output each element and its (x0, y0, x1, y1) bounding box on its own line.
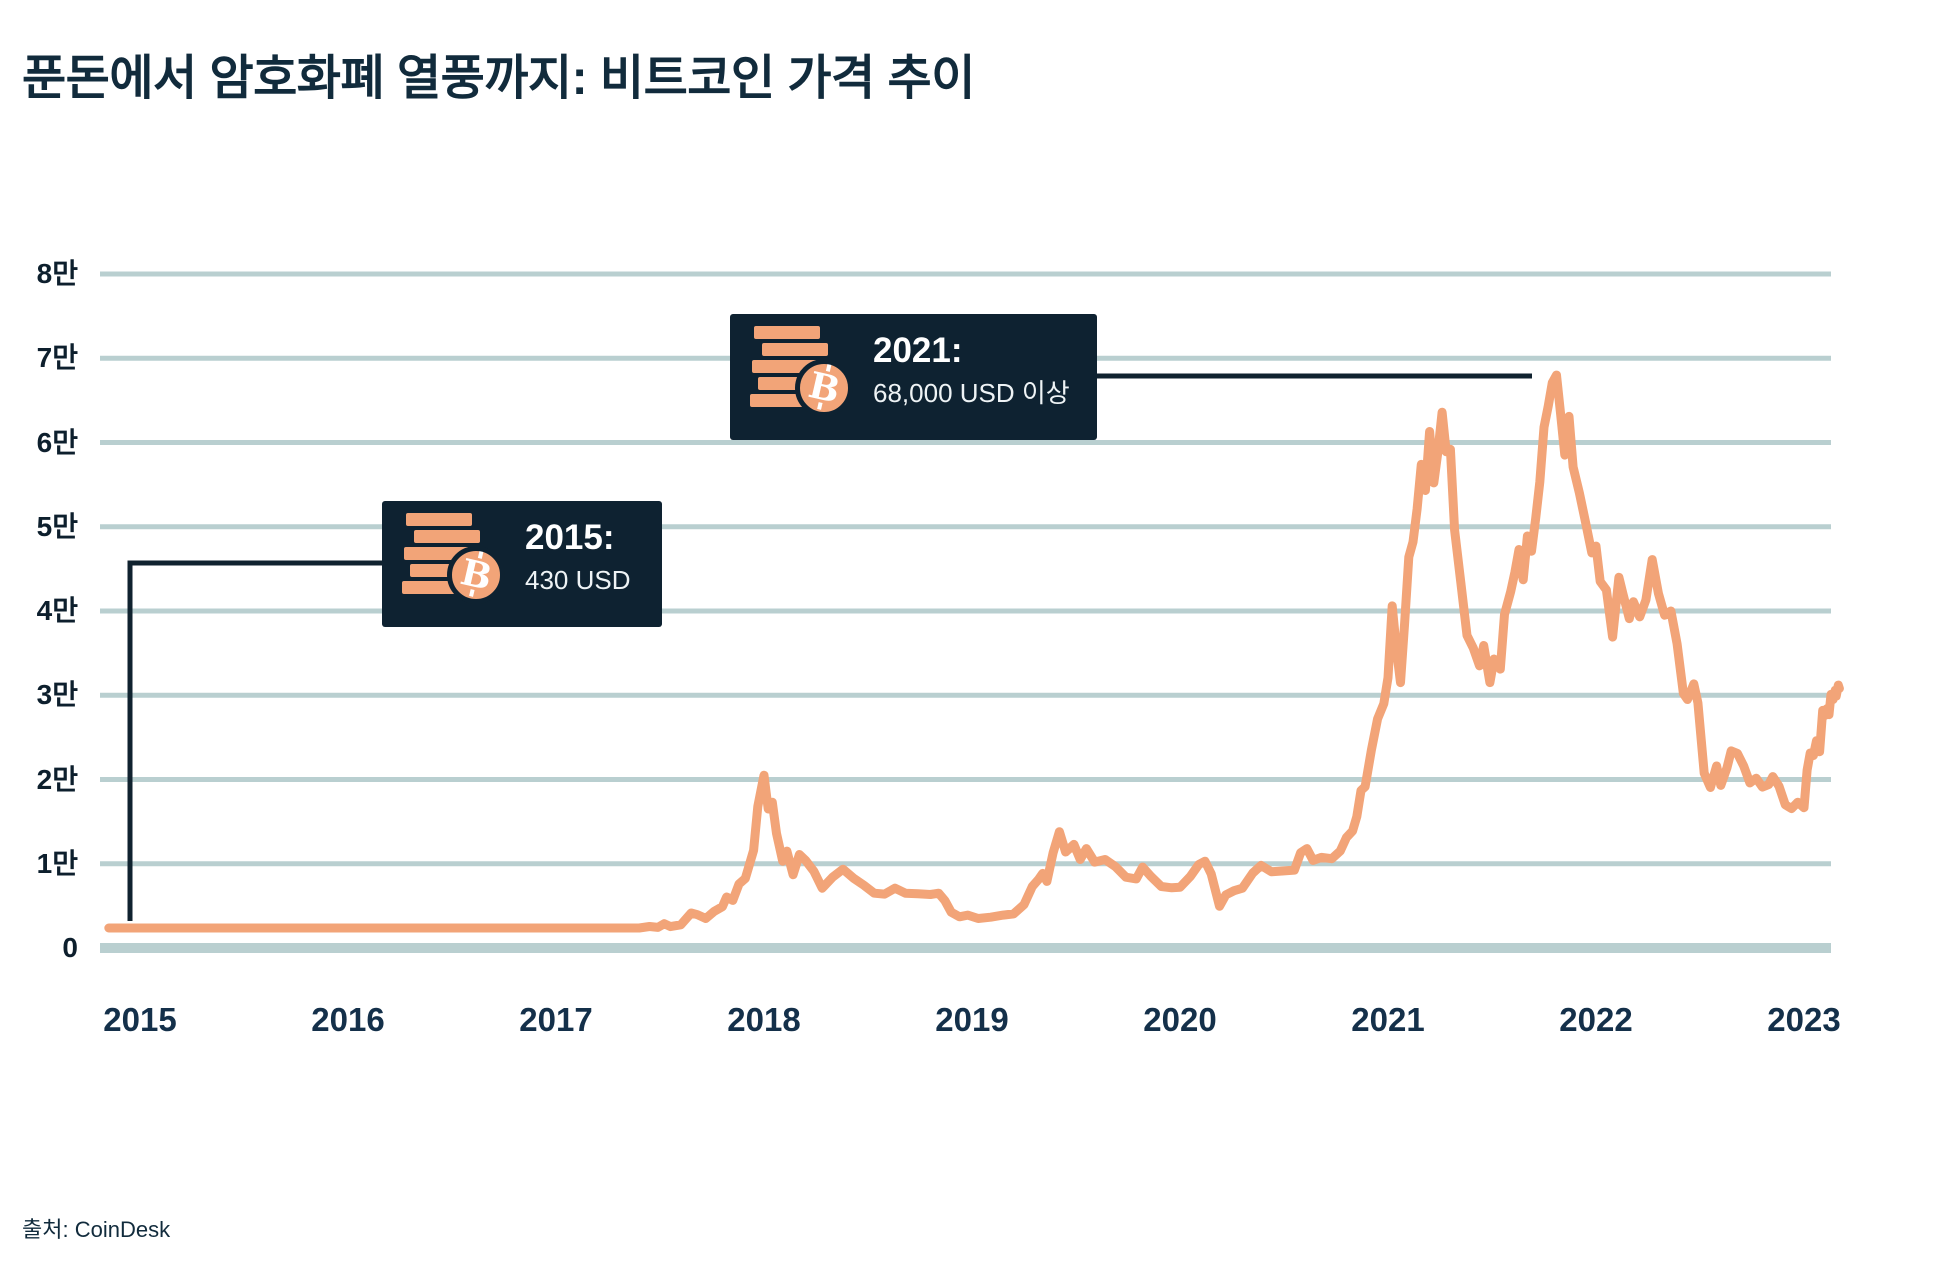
x-tick-8: 2023 (1767, 1001, 1841, 1038)
callout-2021-value: 68,000 USD 이상 (873, 378, 1070, 408)
callout-connector-lines (127, 373, 1532, 921)
x-tick-0: 2015 (103, 1001, 177, 1038)
y-tick-4: 4만 (36, 595, 78, 626)
x-tick-5: 2020 (1143, 1001, 1217, 1038)
callout-2021: B 2021: 68,000 USD 이상 (730, 314, 1097, 440)
y-tick-3: 3만 (36, 679, 78, 711)
y-tick-6: 6만 (36, 426, 78, 458)
y-tick-8: 8만 (36, 258, 78, 289)
y-tick-7: 7만 (36, 342, 78, 374)
y-tick-1: 1만 (36, 847, 78, 879)
callout-2015-value: 430 USD (525, 565, 631, 595)
page-title: 푼돈에서 암호화폐 열풍까지: 비트코인 가격 추이 (22, 52, 975, 106)
source-credit: 출처: CoinDesk (22, 1217, 171, 1242)
x-tick-7: 2022 (1559, 1001, 1633, 1038)
x-tick-3: 2018 (727, 1001, 801, 1038)
y-tick-2: 2만 (36, 763, 78, 795)
callout-2021-year: 2021: (873, 331, 963, 370)
x-tick-1: 2016 (311, 1001, 385, 1038)
x-tick-2: 2017 (519, 1001, 593, 1038)
coin-stack-icon: B (402, 513, 520, 619)
bitcoin-coin-icon: B (795, 359, 853, 417)
price-line-group (104, 370, 1844, 933)
coin-stack-icon: B (750, 326, 868, 432)
bitcoin-symbol: B (804, 364, 844, 412)
callout-2015: B 2015: 430 USD (382, 501, 662, 627)
btc-price-line (104, 370, 1844, 933)
x-tick-6: 2021 (1351, 1001, 1425, 1038)
bitcoin-coin-icon: B (447, 546, 505, 604)
x-tick-4: 2019 (935, 1001, 1009, 1038)
callout-2015-year: 2015: (525, 518, 615, 557)
connector-2015 (127, 560, 382, 921)
y-tick-0: 0 (62, 932, 78, 963)
bitcoin-symbol: B (456, 551, 496, 599)
y-tick-5: 5만 (36, 510, 78, 542)
